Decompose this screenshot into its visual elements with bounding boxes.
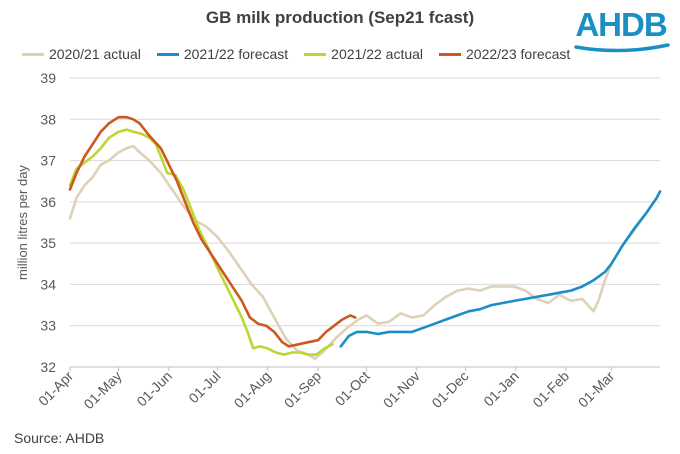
y-tick-label: 37 xyxy=(40,153,56,169)
x-tick-label: 01-Sep xyxy=(281,368,324,411)
x-tick-label: 01-Jun xyxy=(133,368,175,410)
x-tick-label: 01-Feb xyxy=(529,368,572,411)
svg-text:AHDB: AHDB xyxy=(575,6,666,43)
chart-legend: 2020/21 actual 2021/22 forecast 2021/22 … xyxy=(22,46,570,62)
legend-label: 2021/22 actual xyxy=(331,46,424,62)
x-tick-label: 01-Dec xyxy=(428,368,471,411)
y-tick-label: 32 xyxy=(40,359,56,375)
ahdb-logo: AHDB xyxy=(574,6,670,53)
series-line-2021-22-forecast xyxy=(339,190,662,348)
legend-label: 2022/23 forecast xyxy=(466,46,571,62)
y-tick-label: 38 xyxy=(40,111,56,127)
y-tick-label: 36 xyxy=(40,194,56,210)
series-line-2021-22-actual xyxy=(68,128,334,356)
x-tick-label: 01-Nov xyxy=(380,368,423,411)
legend-item-2022-23-forecast: 2022/23 forecast xyxy=(439,46,570,62)
x-tick-label: 01-Oct xyxy=(332,368,373,409)
legend-swatch xyxy=(439,52,462,56)
x-tick-label: 01-Jan xyxy=(480,368,522,410)
legend-swatch xyxy=(304,52,327,56)
legend-swatch xyxy=(22,52,44,56)
source-note: Source: AHDB xyxy=(14,430,105,446)
x-tick-label: 01-Mar xyxy=(575,368,618,411)
legend-label: 2020/21 actual xyxy=(49,46,141,62)
y-tick-label: 33 xyxy=(40,318,56,334)
series-line-2022-23-forecast xyxy=(68,115,357,348)
legend-item-2021-22-actual: 2021/22 actual xyxy=(304,46,423,62)
legend-item-2021-22-forecast: 2021/22 forecast xyxy=(156,46,289,62)
x-tick-label: 01-May xyxy=(80,368,124,412)
legend-item-2020-21-actual: 2020/21 actual xyxy=(22,46,141,62)
y-tick-label: 35 xyxy=(40,235,56,251)
legend-label: 2021/22 forecast xyxy=(183,46,289,62)
y-tick-label: 39 xyxy=(40,70,56,86)
chart-title: GB milk production (Sep21 fcast) xyxy=(205,8,475,27)
x-tick-label: 01-Jul xyxy=(185,368,223,406)
x-tick-label: 01-Aug xyxy=(231,368,274,411)
y-axis-title: million litres per day xyxy=(15,165,30,280)
series-line-2020-21-actual xyxy=(68,144,662,360)
legend-swatch xyxy=(156,52,179,56)
y-tick-label: 34 xyxy=(40,276,56,292)
